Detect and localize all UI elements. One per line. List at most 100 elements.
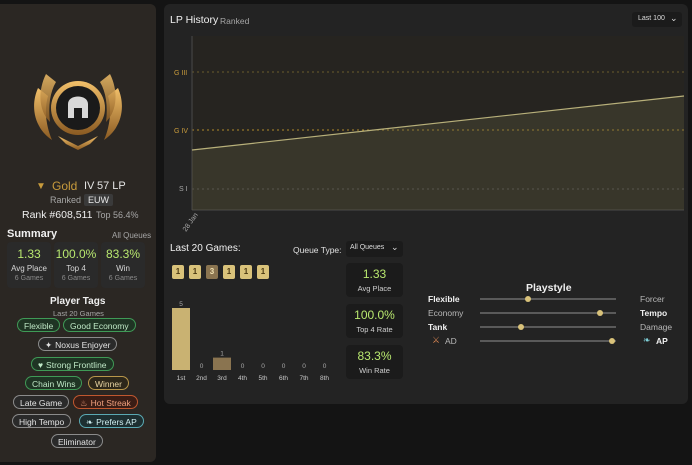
summary-stat-label: Top 4 <box>66 264 86 273</box>
y-label-s1: S I <box>179 186 188 193</box>
profile-panel: ▼ Gold IV 57 LP Ranked EUW Rank #608,511… <box>0 4 156 462</box>
bar-category-label: 2nd <box>196 375 207 382</box>
player-tag[interactable]: High Tempo <box>12 414 72 428</box>
bar-value-label: 0 <box>282 363 286 370</box>
bar <box>213 357 231 370</box>
noxus-icon: ✦ <box>45 340 53 350</box>
bar-value-label: 1 <box>220 351 224 358</box>
playstyle-slider-track <box>480 340 616 342</box>
player-tag[interactable]: ♥ Strong Frontline <box>31 357 114 371</box>
player-tag[interactable]: Flexible <box>17 318 61 332</box>
chevron-down-icon: ⌄ <box>670 13 678 23</box>
placement-badge[interactable]: 1 <box>240 265 252 279</box>
summary-stat-sub: 6 Games <box>108 275 138 282</box>
playstyle-title: Playstyle <box>526 282 572 294</box>
bar-category-label: 8th <box>320 375 329 382</box>
summary-stat-value: 100.0% <box>55 247 97 261</box>
heart-icon: ♥ <box>38 360 44 370</box>
bar-value-label: 0 <box>323 363 327 370</box>
playstyle-slider-track <box>480 298 616 300</box>
placement-distribution-chart: 5 1st 0 2nd 1 3rd 0 4th 0 5th 0 6th 0 7th 0 8th <box>172 301 329 382</box>
summary-stat-value: 1.33 <box>17 247 41 261</box>
player-tag-label: Chain Wins <box>32 379 76 389</box>
summary-stat-card: 1.33 Avg Place 6 Games <box>7 242 51 288</box>
region-badge: EUW <box>84 194 113 206</box>
bar-value-label: 0 <box>241 363 245 370</box>
bar <box>172 308 190 370</box>
lp-range-dropdown[interactable]: Last 100 ⌄ <box>632 12 682 27</box>
player-tag[interactable]: Chain Wins <box>25 376 83 390</box>
player-tags-title: Player Tags <box>50 296 106 307</box>
rank-number: Rank #608,511 <box>22 209 93 221</box>
playstyle-slider-knob <box>596 310 603 316</box>
player-tag-label: Good Economy <box>70 321 129 331</box>
summary-stat-sub: 6 Games <box>14 275 44 282</box>
summary-stat-card: 100.0% Top 4 6 Games <box>54 242 98 288</box>
lp-line <box>191 95 685 151</box>
x-label: 28 Jan <box>182 212 200 233</box>
y-label-g3: G III <box>174 70 187 77</box>
playstyle-left-label: Economy <box>428 308 464 318</box>
bar-category-label: 6th <box>279 375 288 382</box>
player-tag-label: Winner <box>95 379 122 389</box>
tier-lp: 57 LP <box>97 180 126 192</box>
game-stat-label: Avg Place <box>357 284 392 293</box>
playstyle-slider-track <box>480 326 616 328</box>
placement-badge[interactable]: 1 <box>223 265 235 279</box>
queue-type-value: All Queues <box>350 244 385 251</box>
player-tag[interactable]: Winner <box>88 376 129 390</box>
queue-label: Ranked <box>50 195 82 205</box>
game-stat-card: 100.0% Top 4 Rate <box>346 304 403 338</box>
player-tag[interactable]: Late Game <box>13 395 70 409</box>
player-tag[interactable]: Eliminator <box>51 434 103 448</box>
player-tag[interactable]: ❧ Prefers AP <box>79 414 144 428</box>
playstyle-right-label: Damage <box>640 322 673 332</box>
summary-title: Summary <box>7 228 58 240</box>
summary-stat-label: Win <box>116 264 130 273</box>
player-tag-label: Late Game <box>20 398 63 408</box>
game-stat-label: Win Rate <box>359 366 390 375</box>
game-stat-label: Top 4 Rate <box>356 325 393 334</box>
player-tag-label: Flexible <box>24 321 54 331</box>
sword-icon: ⚔ <box>432 335 441 345</box>
bar-value-label: 5 <box>179 301 183 308</box>
queue-type-dropdown[interactable]: All Queues ⌄ <box>346 241 403 257</box>
summary-filter[interactable]: All Queues <box>112 231 152 240</box>
playstyle-slider-knob <box>517 324 524 330</box>
playstyle-slider-knob <box>608 338 615 344</box>
summary-stat-sub: 6 Games <box>61 275 91 282</box>
game-stat-card: 83.3% Win Rate <box>346 345 403 379</box>
gold-wings-icon: ▼ <box>36 181 46 192</box>
placement-badge[interactable]: 3 <box>206 265 218 279</box>
placement-badge[interactable]: 1 <box>257 265 269 279</box>
player-tag-label: Hot Streak <box>90 398 131 408</box>
placement-badge[interactable]: 1 <box>189 265 201 279</box>
game-stat-value: 1.33 <box>362 267 387 281</box>
lp-area <box>192 96 684 210</box>
player-tag[interactable]: ✦ Noxus Enjoyer <box>38 337 118 351</box>
lp-history-subtitle: Ranked <box>220 16 250 26</box>
player-tag[interactable]: Good Economy <box>63 318 136 332</box>
playstyle-left-label: Tank <box>428 322 448 332</box>
bar-category-label: 1st <box>177 375 186 382</box>
lp-history-chart: G III G IV S I 28 Jan <box>174 36 685 233</box>
bar-category-label: 4th <box>238 375 247 382</box>
chevron-down-icon: ⌄ <box>391 242 399 252</box>
bar-value-label: 0 <box>200 363 204 370</box>
last-games-title: Last 20 Games: <box>170 243 241 254</box>
tier-name: Gold <box>52 179 78 193</box>
top-percent: Top 56.4% <box>96 210 139 220</box>
game-stat-card: 1.33 Avg Place <box>346 263 403 297</box>
lp-range-value: Last 100 <box>638 15 665 22</box>
player-tag-label: Strong Frontline <box>46 360 107 370</box>
player-tag[interactable]: ♨ Hot Streak <box>73 395 138 409</box>
playstyle-right-label: AP <box>656 336 668 346</box>
placement-badge[interactable]: 1 <box>172 265 184 279</box>
game-stat-value: 100.0% <box>354 308 395 322</box>
game-stat-value: 83.3% <box>357 349 392 363</box>
bar-category-label: 5th <box>258 375 267 382</box>
player-tag-label: High Tempo <box>19 417 65 427</box>
bar-category-label: 7th <box>299 375 308 382</box>
playstyle-right-label: Forcer <box>640 294 665 304</box>
bar-value-label: 0 <box>261 363 265 370</box>
